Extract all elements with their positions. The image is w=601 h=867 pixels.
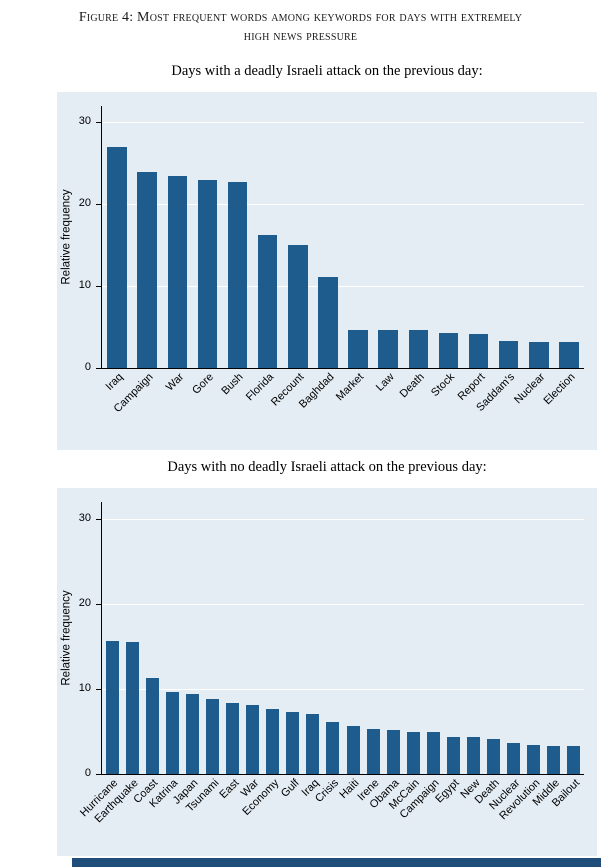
bar-middle: [547, 745, 561, 774]
bar-war: [246, 705, 260, 774]
bar-report: [468, 333, 489, 368]
x-tick-label: Gulf: [278, 777, 302, 800]
bar-baghdad: [318, 277, 338, 368]
x-tick-label: Nuclear: [512, 371, 548, 407]
figure-caption: Figure 4: Most frequent words among keyw…: [0, 8, 601, 46]
y-tick-label: 30: [78, 115, 91, 128]
gridline: [102, 688, 584, 690]
bar-coast: [145, 677, 159, 774]
x-tick-label: Election: [541, 371, 578, 408]
x-tick-label: Death: [397, 371, 427, 401]
bar-bush: [227, 182, 248, 368]
bar-hurricane: [105, 640, 119, 774]
bar-election: [559, 341, 579, 368]
x-tick-label: War: [163, 371, 186, 394]
bar-recount: [288, 245, 308, 368]
y-axis-tick-mark: [96, 121, 101, 123]
y-tick-label: 0: [84, 767, 91, 779]
x-tick-label: Bush: [219, 371, 247, 398]
bar-nuclear: [507, 743, 521, 774]
bar-iraq: [107, 146, 127, 368]
bar-iraq: [306, 713, 320, 774]
chart-attack-days-plot-region: Relative frequency 0 10 20 30 Iraq Campaign W…: [57, 92, 597, 450]
bar-market: [348, 329, 368, 368]
chart-attack-days: Days with a deadly Israeli attack on the…: [57, 62, 597, 450]
gridline: [102, 603, 584, 605]
bar-new: [467, 737, 481, 774]
bar-death: [487, 739, 501, 774]
bar-obama: [386, 729, 400, 774]
bar-campaign: [426, 732, 440, 774]
gridline: [102, 285, 584, 287]
bar-mccain: [406, 731, 420, 774]
plot-area: [96, 106, 584, 369]
y-axis-tick-mark: [96, 518, 101, 520]
figure-caption-line-2: high news pressure: [243, 29, 358, 44]
y-axis-tick-mark: [96, 203, 101, 205]
y-axis-tick-mark: [96, 773, 101, 775]
y-axis-tick-mark: [96, 367, 101, 369]
x-tick-label: Iraq: [103, 371, 126, 393]
bar-death: [408, 329, 429, 368]
bar-saddam's: [498, 340, 519, 368]
bar-katrina: [165, 691, 179, 774]
y-tick-label: 20: [78, 197, 91, 210]
x-axis-tick-labels: Hurricane Earthquake Coast Katrina Japan Tsun…: [78, 777, 584, 861]
chart-attack-days-title: Days with a deadly Israeli attack on the…: [171, 63, 483, 79]
bar-gore: [197, 179, 218, 368]
y-tick-label: 10: [78, 682, 91, 694]
x-tick-label: Law: [373, 371, 397, 394]
bar-nuclear: [529, 341, 549, 368]
y-axis-tick-labels: 0 10 20 30: [57, 502, 95, 779]
plot-area: [96, 502, 584, 775]
bar-economy: [266, 709, 280, 774]
bar-earthquake: [125, 642, 139, 774]
y-axis-tick-labels: 0 10 20 30: [57, 106, 95, 373]
cropped-next-content-band: [72, 858, 601, 867]
bar-florida: [257, 234, 278, 368]
bar-egypt: [446, 736, 460, 774]
bar-campaign: [137, 171, 157, 368]
y-axis-tick-mark: [96, 285, 101, 287]
chart-no-attack-days: Days with no deadly Israeli attack on th…: [57, 458, 597, 856]
y-axis-tick-mark: [96, 688, 101, 690]
bar-revolution: [527, 745, 541, 774]
gridline: [102, 203, 584, 205]
bar-irene: [366, 728, 380, 774]
bar-bailout: [567, 745, 581, 774]
y-tick-label: 30: [78, 512, 91, 524]
figure-caption-line-1: Figure 4: Most frequent words among keyw…: [78, 10, 523, 25]
chart-no-attack-days-plot-region: Relative frequency 0 10 20 30 Hurricane Eart…: [57, 488, 597, 856]
gridline: [102, 518, 584, 520]
bar-east: [226, 702, 240, 774]
x-tick-label: East: [216, 777, 242, 802]
bar-tsunami: [205, 699, 219, 774]
y-tick-label: 0: [84, 361, 91, 373]
bar-stock: [438, 332, 459, 368]
bar-japan: [185, 694, 199, 774]
y-tick-label: 20: [78, 597, 91, 609]
y-axis-tick-mark: [96, 603, 101, 605]
chart-no-attack-days-title: Days with no deadly Israeli attack on th…: [167, 459, 487, 475]
gridline: [102, 121, 584, 123]
y-tick-label: 10: [78, 279, 91, 292]
bar-haiti: [346, 725, 360, 774]
bar-law: [378, 329, 398, 368]
x-tick-label: Gore: [190, 371, 216, 397]
x-tick-label: Stock: [428, 371, 457, 399]
bar-crisis: [326, 722, 340, 774]
x-tick-label: Market: [334, 371, 367, 404]
bar-war: [167, 175, 188, 368]
bar-gulf: [286, 711, 300, 774]
x-axis-tick-labels: Iraq Campaign War Gore Bush Florida Recount Bag…: [102, 371, 584, 455]
